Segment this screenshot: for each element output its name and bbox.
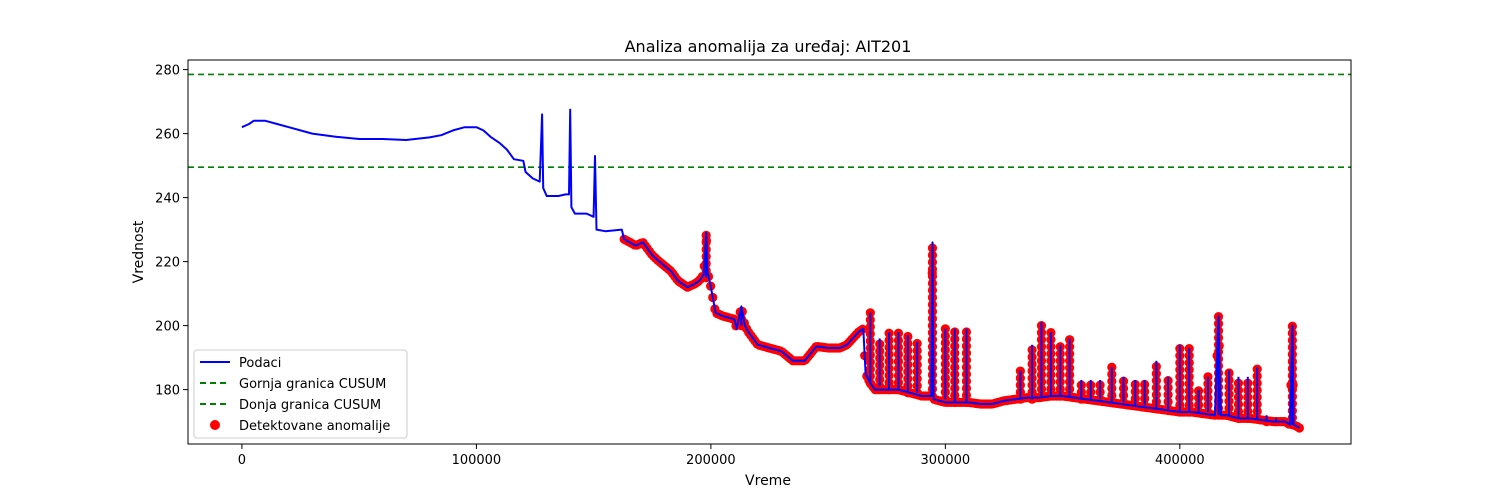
y-axis-ticks: 180 200 220 240 260 280 — [155, 64, 188, 399]
y-tick-label: 220 — [155, 256, 180, 271]
plot-frame — [187, 59, 1352, 445]
y-tick-label: 200 — [155, 320, 180, 335]
legend-label-lower-threshold: Donja granica CUSUM — [239, 398, 381, 413]
cusum-threshold-lines — [188, 73, 1351, 168]
y-tick-label: 240 — [155, 192, 180, 207]
legend: Podaci Gornja granica CUSUM Donja granic… — [193, 349, 408, 439]
legend-swatch-anomalies — [210, 420, 220, 430]
x-tick-label: 0 — [238, 453, 246, 468]
legend-label-anomalies: Detektovane anomalije — [239, 419, 390, 434]
y-tick-label: 180 — [155, 384, 180, 399]
y-tick-label: 260 — [155, 128, 180, 143]
y-axis-label: Vrednost — [131, 220, 147, 283]
x-tick-label: 300000 — [921, 453, 971, 468]
chart-title: Analiza anomalija za uređaj: AIT201 — [625, 37, 912, 56]
x-tick-label: 200000 — [686, 453, 736, 468]
data-series — [241, 108, 1300, 429]
x-axis-ticks: 0 100000 200000 300000 400000 — [238, 444, 1205, 468]
x-tick-label: 400000 — [1155, 453, 1205, 468]
legend-label-data: Podaci — [239, 356, 281, 371]
x-tick-label: 100000 — [452, 453, 502, 468]
legend-label-upper-threshold: Gornja granica CUSUM — [239, 377, 386, 392]
y-tick-label: 280 — [155, 64, 180, 79]
data-line — [241, 108, 1300, 429]
plot-area — [188, 73, 1351, 433]
legend-box — [193, 349, 408, 439]
x-axis-label: Vreme — [745, 473, 791, 489]
